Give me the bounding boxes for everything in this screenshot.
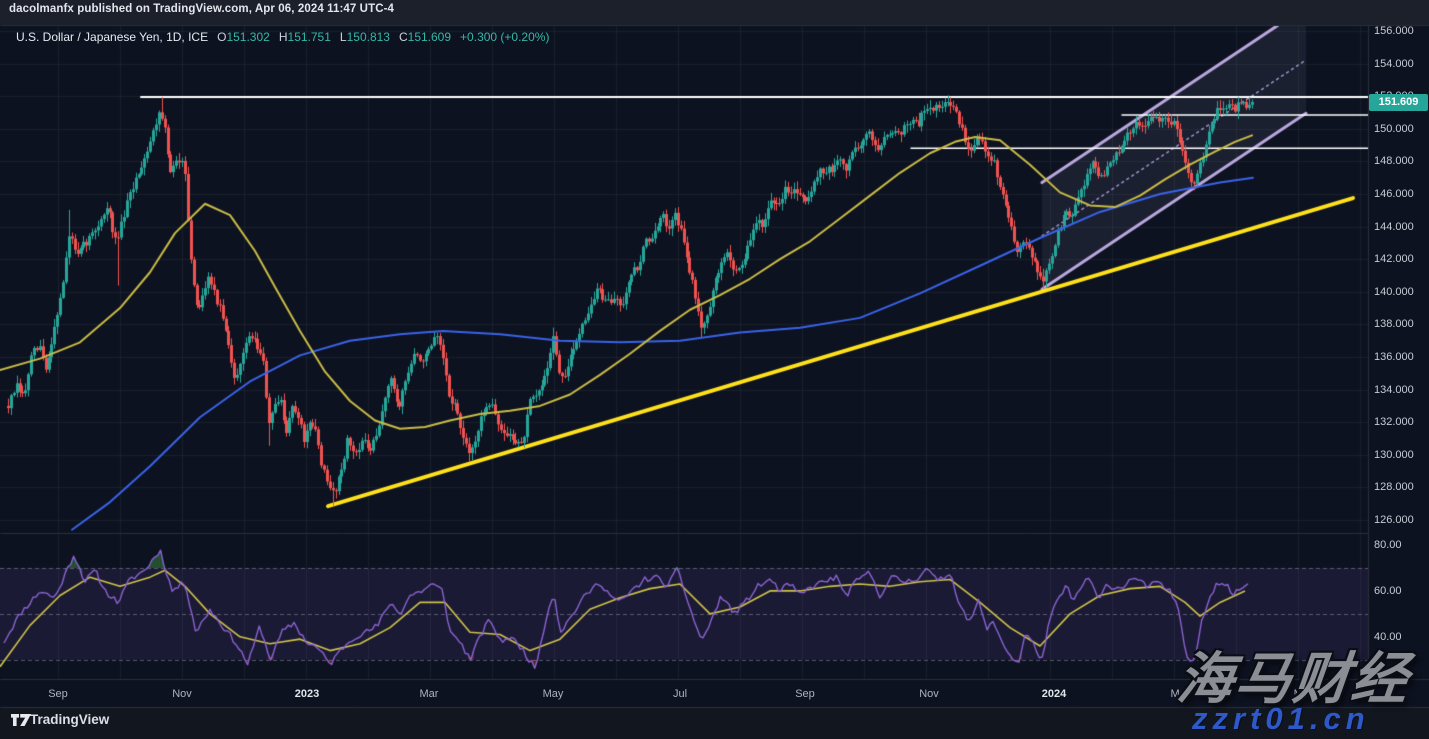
price-tick-label: 144.000	[1374, 220, 1414, 233]
time-tick-label: Mar	[419, 688, 439, 700]
price-tick-label: 156.000	[1374, 25, 1414, 37]
time-tick-label: Sep	[795, 688, 815, 700]
legend-close: C151.609	[398, 30, 452, 44]
watermark-url: zzrt01.cn	[1192, 701, 1370, 736]
last-price-label: 151.609	[1369, 94, 1428, 112]
price-tick-label: 136.000	[1374, 351, 1414, 363]
rsi-tick-label: 80.00	[1374, 539, 1402, 551]
price-tick-label: 142.000	[1374, 253, 1414, 266]
price-tick-label: 132.000	[1374, 416, 1414, 429]
tradingview-logo-icon[interactable]	[11, 714, 31, 728]
time-tick-label: 2024	[1041, 688, 1067, 700]
tradingview-brand-label[interactable]: TradingView	[30, 712, 110, 727]
time-tick-label: Mar	[1170, 688, 1190, 700]
price-tick-label: 150.000	[1374, 122, 1414, 135]
legend-change: +0.300 (+0.20%)	[460, 30, 550, 44]
time-tick-label: May	[542, 688, 564, 700]
price-tick-label: 128.000	[1374, 481, 1414, 494]
legend-high: H151.751	[278, 30, 331, 44]
legend-open: O151.302	[217, 30, 270, 44]
time-tick-label: Nov	[172, 688, 192, 700]
price-tick-label: 126.000	[1374, 514, 1414, 526]
legend-low: L150.813	[339, 30, 390, 44]
rsi-tick-label: 60.00	[1374, 584, 1402, 597]
time-tick-label: May	[1293, 688, 1315, 700]
time-tick-label: Jul	[672, 688, 688, 700]
rsi-tick-label: 40.00	[1374, 630, 1402, 643]
price-tick-label: 134.000	[1374, 383, 1414, 396]
symbol-title[interactable]: U.S. Dollar / Japanese Yen, 1D, ICE	[16, 30, 209, 44]
published-byline: dacolmanfx published on TradingView.com,…	[9, 3, 395, 15]
price-tick-label: 140.000	[1374, 285, 1414, 298]
time-tick-label: 2023	[294, 688, 320, 700]
time-tick-label: Nov	[919, 688, 939, 700]
price-tick-label: 138.000	[1374, 318, 1414, 331]
price-tick-label: 130.000	[1374, 448, 1414, 461]
time-tick-label: Sep	[48, 688, 68, 700]
price-tick-label: 154.000	[1374, 57, 1414, 70]
symbol-legend: U.S. Dollar / Japanese Yen, 1D, ICE O151…	[16, 30, 549, 44]
price-tick-label: 146.000	[1374, 188, 1414, 200]
price-tick-label: 148.000	[1374, 155, 1414, 168]
